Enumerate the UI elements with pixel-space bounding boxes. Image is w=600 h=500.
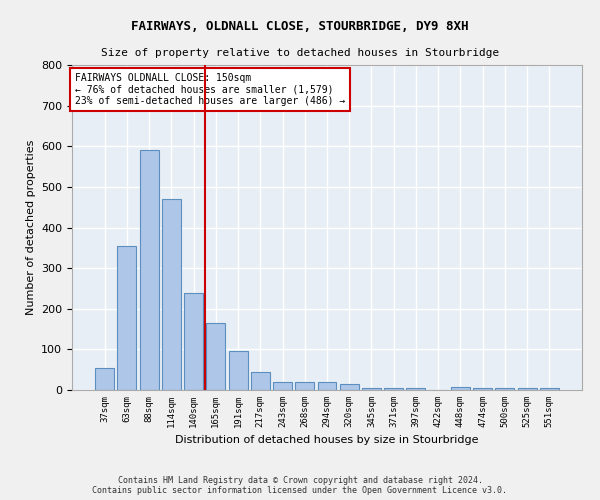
Bar xyxy=(473,388,492,390)
Y-axis label: Number of detached properties: Number of detached properties xyxy=(26,140,35,315)
Bar xyxy=(273,382,292,390)
Bar xyxy=(518,388,536,390)
Bar xyxy=(118,246,136,390)
Bar xyxy=(229,352,248,390)
Bar xyxy=(496,388,514,390)
Text: FAIRWAYS OLDNALL CLOSE: 150sqm
← 76% of detached houses are smaller (1,579)
23% : FAIRWAYS OLDNALL CLOSE: 150sqm ← 76% of … xyxy=(74,73,345,106)
Bar xyxy=(406,388,425,390)
Text: FAIRWAYS, OLDNALL CLOSE, STOURBRIDGE, DY9 8XH: FAIRWAYS, OLDNALL CLOSE, STOURBRIDGE, DY… xyxy=(131,20,469,33)
Text: Size of property relative to detached houses in Stourbridge: Size of property relative to detached ho… xyxy=(101,48,499,58)
Bar xyxy=(295,382,314,390)
Bar xyxy=(451,387,470,390)
Bar xyxy=(362,388,381,390)
Bar xyxy=(162,199,181,390)
Bar xyxy=(384,388,403,390)
Bar xyxy=(140,150,158,390)
Bar xyxy=(340,384,359,390)
Bar xyxy=(95,368,114,390)
Bar xyxy=(317,382,337,390)
Bar xyxy=(251,372,270,390)
X-axis label: Distribution of detached houses by size in Stourbridge: Distribution of detached houses by size … xyxy=(175,436,479,446)
Bar xyxy=(206,323,225,390)
Bar xyxy=(540,388,559,390)
Bar xyxy=(184,292,203,390)
Text: Contains HM Land Registry data © Crown copyright and database right 2024.
Contai: Contains HM Land Registry data © Crown c… xyxy=(92,476,508,495)
